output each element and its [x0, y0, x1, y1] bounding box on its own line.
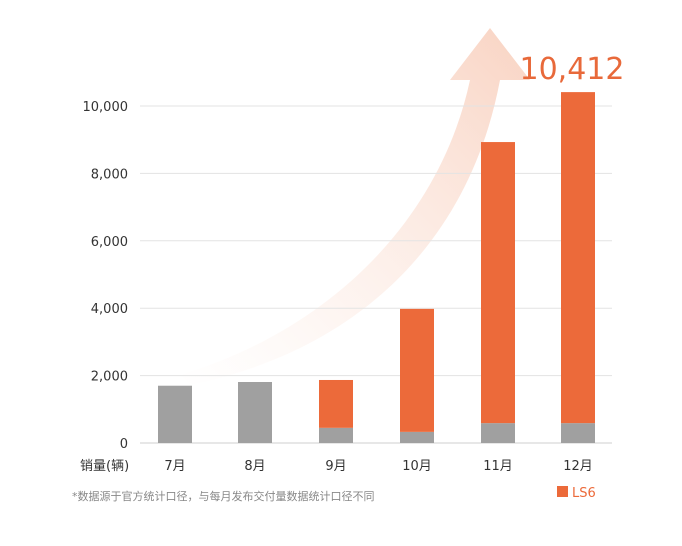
y-tick-label: 6,000	[91, 235, 128, 250]
y-tick-label: 2,000	[91, 370, 128, 385]
legend-swatch-ls6	[557, 486, 568, 497]
total-annotation: 10,412	[520, 52, 625, 87]
x-axis-title: 销量(辆)	[80, 459, 129, 474]
bar-other-6	[561, 423, 595, 443]
bar-ls6-6	[561, 92, 595, 424]
legend-label-ls6: LS6	[572, 486, 596, 501]
bar-ls6-5	[481, 142, 515, 424]
footnote: *数据源于官方统计口径，与每月发布交付量数据统计口径不同	[72, 489, 375, 503]
bar-other-2	[238, 382, 272, 443]
x-tick-label: 8月	[244, 459, 265, 474]
bar-other-1	[158, 385, 192, 443]
y-tick-label: 4,000	[91, 302, 128, 317]
bar-ls6-3	[319, 379, 353, 428]
y-tick-label: 0	[120, 437, 128, 452]
x-tick-label: 9月	[325, 459, 346, 474]
y-tick-label: 10,000	[83, 100, 129, 115]
bar-other-3	[319, 427, 353, 443]
x-tick-label: 7月	[164, 459, 185, 474]
x-tick-label: 12月	[563, 459, 593, 474]
bar-ls6-4	[400, 308, 434, 432]
x-tick-label: 10月	[402, 459, 432, 474]
bar-other-4	[400, 431, 434, 443]
growth-arrow	[180, 28, 530, 385]
y-tick-label: 8,000	[91, 167, 128, 182]
bar-other-5	[481, 423, 515, 443]
x-tick-label: 11月	[483, 459, 513, 474]
